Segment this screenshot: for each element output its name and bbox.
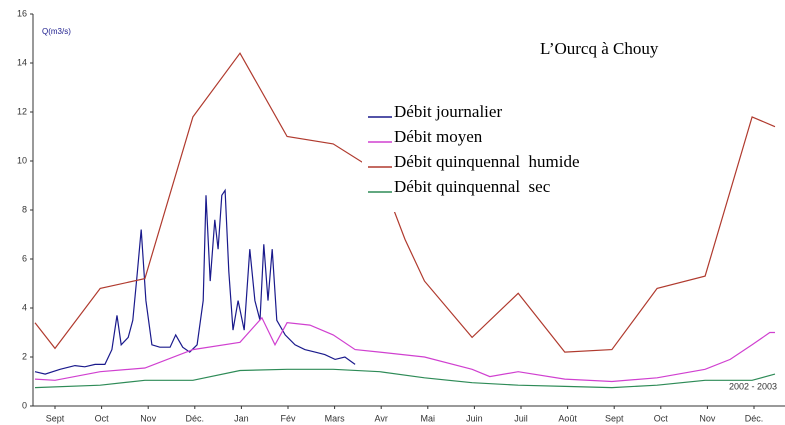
x-tick-label: Nov bbox=[140, 413, 157, 423]
x-tick-label: Juin bbox=[466, 413, 483, 423]
x-tick-label: Mai bbox=[421, 413, 436, 423]
x-tick-label: Déc. bbox=[186, 413, 205, 423]
x-tick-label: Mars bbox=[325, 413, 345, 423]
series-line bbox=[34, 368, 776, 389]
x-tick-label: Sept bbox=[605, 413, 624, 423]
y-tick-label: 6 bbox=[22, 253, 27, 263]
y-tick-label: 8 bbox=[22, 204, 27, 214]
plot-area bbox=[34, 52, 776, 389]
legend-label: Débit quinquennal humide bbox=[394, 152, 580, 171]
y-tick-label: 10 bbox=[17, 155, 27, 165]
legend-label: Débit quinquennal sec bbox=[394, 177, 551, 196]
x-tick-label: Avr bbox=[375, 413, 388, 423]
y-tick-label: 4 bbox=[22, 302, 27, 312]
annotation: 2002 - 2003 bbox=[729, 381, 777, 391]
legend-box bbox=[362, 100, 662, 212]
legend-label: Débit journalier bbox=[394, 102, 502, 121]
series-line bbox=[34, 188, 356, 375]
y-tick-label: 14 bbox=[17, 57, 27, 67]
y-tick-label: 2 bbox=[22, 351, 27, 361]
x-tick-label: Déc. bbox=[745, 413, 764, 423]
y-tick-label: 0 bbox=[22, 400, 27, 410]
series-line bbox=[34, 316, 775, 383]
series-line bbox=[34, 52, 776, 353]
chart-title: L’Ourcq à Chouy bbox=[540, 39, 659, 58]
x-tick-label: Oct bbox=[654, 413, 669, 423]
x-tick-label: Août bbox=[558, 413, 577, 423]
y-axis-label: Q(m3/s) bbox=[42, 27, 71, 36]
x-tick-label: Fév bbox=[280, 413, 296, 423]
x-tick-label: Jan bbox=[234, 413, 249, 423]
x-tick-label: Oct bbox=[95, 413, 110, 423]
x-tick-label: Juil bbox=[514, 413, 528, 423]
y-tick-label: 12 bbox=[17, 106, 27, 116]
legend-label: Débit moyen bbox=[394, 127, 483, 146]
x-tick-label: Nov bbox=[699, 413, 716, 423]
y-tick-label: 16 bbox=[17, 8, 27, 18]
x-tick-label: Sept bbox=[46, 413, 65, 423]
